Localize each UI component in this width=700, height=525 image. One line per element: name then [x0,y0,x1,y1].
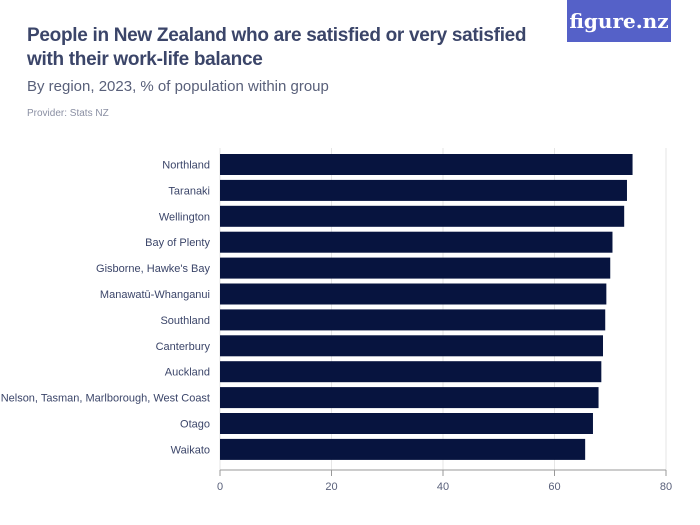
bar [220,413,593,434]
bar [220,438,586,460]
bar [220,361,602,383]
category-label: Canterbury [156,341,211,353]
category-label: Taranaki [168,185,210,197]
x-tick-label: 60 [548,481,560,493]
x-tick-label: 80 [660,481,672,493]
category-label: Southland [160,315,210,327]
bar [220,179,627,201]
bar [220,231,613,253]
category-label: Northland [162,160,210,172]
category-label: Manawatū-Whanganui [100,289,210,301]
bar [220,309,606,331]
x-tick-label: 20 [325,481,337,493]
bar [220,387,599,409]
bar [220,257,611,279]
x-tick-label: 0 [217,481,223,493]
category-label: Nelson, Tasman, Marlborough, West Coast [1,393,210,405]
bar [220,283,607,305]
x-tick-label: 40 [437,481,449,493]
category-label: Wellington [159,211,210,223]
bar [220,335,604,357]
figure-nz-logo[interactable]: figure.nz [567,0,671,42]
chart-subtitle: By region, 2023, % of population within … [27,78,329,95]
category-label: Gisborne, Hawke's Bay [96,263,210,275]
bar [220,154,633,175]
category-label: Waikato [171,444,210,456]
category-label: Auckland [165,367,210,379]
chart-title: People in New Zealand who are satisfied … [27,25,527,70]
category-label: Bay of Plenty [145,237,210,249]
provider-label: Provider: Stats NZ [27,108,109,119]
bar [220,205,625,227]
category-label: Otago [180,419,210,431]
